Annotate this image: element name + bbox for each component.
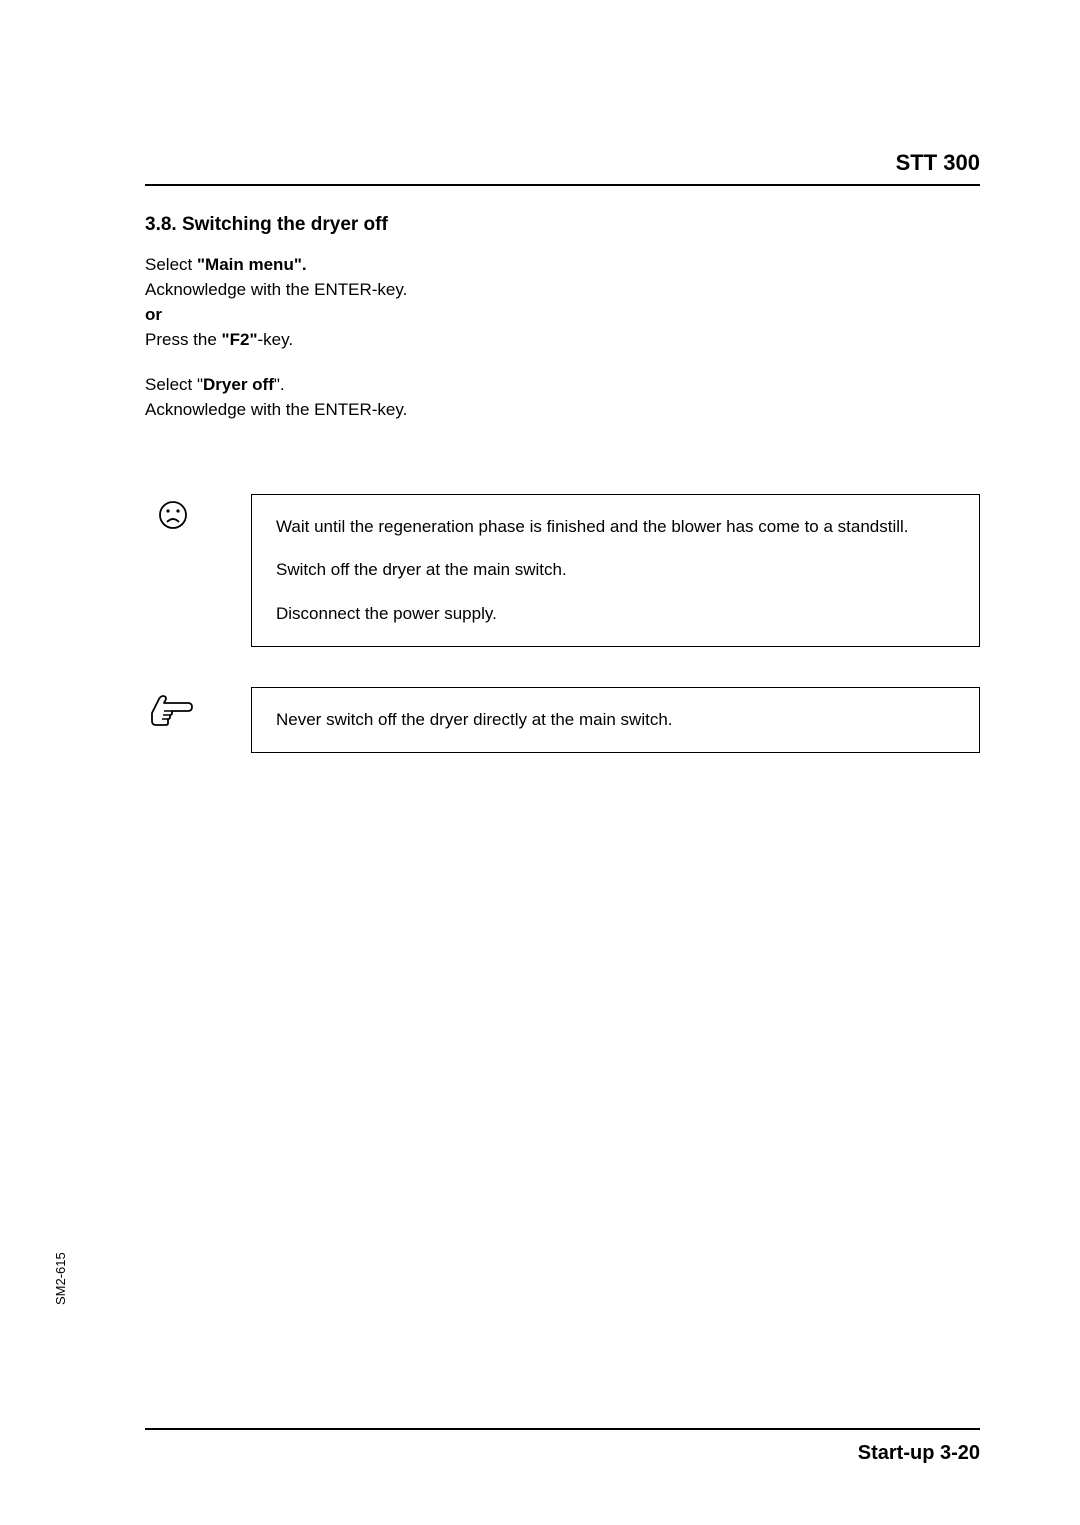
section-heading: 3.8. Switching the dryer off — [145, 214, 980, 236]
text-f2: "F2" — [222, 330, 258, 349]
note1-p1: Wait until the regeneration phase is fin… — [276, 515, 955, 539]
side-label: SM2-615 — [53, 1252, 68, 1305]
text-main-menu: "Main menu". — [197, 255, 307, 274]
footer: Start-up 3-20 — [145, 1428, 980, 1465]
note2-p1: Never switch off the dryer directly at t… — [276, 708, 955, 732]
pointing-hand-icon — [145, 687, 201, 731]
footer-text: Start-up 3-20 — [145, 1442, 980, 1465]
text-quote: ". — [274, 375, 285, 394]
sad-face-icon — [145, 494, 201, 530]
note-2-box: Never switch off the dryer directly at t… — [251, 687, 980, 753]
text-select: Select — [145, 255, 197, 274]
footer-rule — [145, 1428, 980, 1430]
body-paragraphs: Select "Main menu". Acknowledge with the… — [145, 254, 980, 422]
text-press: Press the — [145, 330, 222, 349]
text-ack2: Acknowledge with the ENTER-key. — [145, 399, 980, 422]
document-title: STT 300 — [145, 150, 980, 176]
note-1-box: Wait until the regeneration phase is fin… — [251, 494, 980, 647]
text-key: -key. — [258, 330, 294, 349]
note1-p3: Disconnect the power supply. — [276, 602, 955, 626]
note1-p2: Switch off the dryer at the main switch. — [276, 558, 955, 582]
text-ack1: Acknowledge with the ENTER-key. — [145, 279, 980, 302]
note-2: Never switch off the dryer directly at t… — [145, 687, 980, 753]
header-rule — [145, 184, 980, 186]
text-select2: Select " — [145, 375, 203, 394]
text-dryer-off: Dryer off — [203, 375, 274, 394]
text-or: or — [145, 304, 980, 327]
note-1: Wait until the regeneration phase is fin… — [145, 494, 980, 647]
